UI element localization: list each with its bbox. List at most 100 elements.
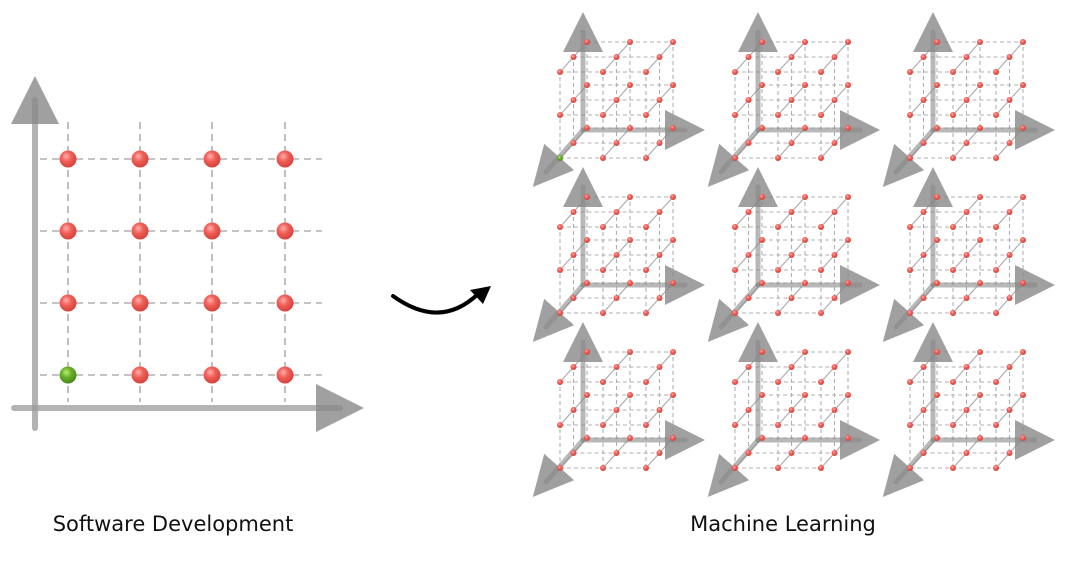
data-point	[584, 125, 590, 131]
data-point	[818, 310, 824, 316]
transform-arrow	[391, 286, 491, 315]
data-point	[977, 349, 983, 355]
data-point	[977, 435, 983, 441]
data-point	[670, 349, 676, 355]
parameter-cube	[882, 167, 1055, 343]
data-point	[557, 379, 563, 385]
data-point	[831, 54, 838, 60]
data-point	[977, 82, 983, 88]
data-point	[570, 407, 577, 413]
data-point	[775, 155, 781, 161]
data-point	[845, 194, 851, 200]
data-point	[613, 407, 620, 413]
data-point	[977, 194, 983, 200]
data-point	[818, 224, 824, 230]
data-point	[920, 140, 927, 146]
data-point	[643, 422, 649, 428]
data-point	[584, 280, 590, 286]
data-point	[759, 39, 765, 45]
data-point	[643, 379, 649, 385]
data-point	[1006, 407, 1013, 413]
data-point	[600, 465, 606, 471]
data-point	[1020, 349, 1026, 355]
data-point	[920, 97, 927, 103]
data-point	[131, 366, 149, 384]
data-point	[613, 295, 620, 301]
data-point	[745, 54, 752, 60]
data-point	[627, 392, 633, 398]
z-axis	[882, 437, 936, 498]
data-point	[907, 379, 913, 385]
data-point	[732, 310, 738, 316]
data-point	[745, 209, 752, 215]
data-point	[613, 450, 620, 456]
data-point	[656, 252, 663, 258]
highlight-point	[59, 366, 77, 384]
data-point	[963, 407, 970, 413]
data-point	[775, 310, 781, 316]
z-axis	[532, 437, 586, 498]
data-point	[845, 82, 851, 88]
data-point	[845, 349, 851, 355]
data-point	[656, 54, 663, 60]
data-point	[950, 69, 956, 75]
data-point	[584, 392, 590, 398]
data-point	[1020, 392, 1026, 398]
data-point	[963, 140, 970, 146]
data-point	[584, 194, 590, 200]
data-point	[600, 69, 606, 75]
data-point	[788, 97, 795, 103]
data-point	[570, 252, 577, 258]
data-point	[775, 69, 781, 75]
data-point	[613, 364, 620, 370]
data-point	[950, 422, 956, 428]
data-point	[584, 82, 590, 88]
data-point	[557, 422, 563, 428]
data-point	[670, 280, 676, 286]
data-point	[802, 349, 808, 355]
data-point	[1006, 295, 1013, 301]
data-point	[907, 69, 913, 75]
data-point	[818, 379, 824, 385]
arrow-head	[470, 286, 491, 304]
parameter-cube	[882, 322, 1055, 498]
data-point	[627, 237, 633, 243]
data-point	[745, 97, 752, 103]
data-point	[818, 155, 824, 161]
data-point	[670, 237, 676, 243]
data-point	[934, 237, 940, 243]
data-point	[745, 407, 752, 413]
data-point	[831, 97, 838, 103]
data-point	[775, 379, 781, 385]
data-point	[934, 392, 940, 398]
data-point	[993, 112, 999, 118]
data-point	[950, 465, 956, 471]
data-point	[759, 237, 765, 243]
data-point	[557, 112, 563, 118]
data-point	[670, 392, 676, 398]
data-point	[1020, 435, 1026, 441]
data-point	[963, 295, 970, 301]
data-point	[600, 155, 606, 161]
data-point	[1006, 209, 1013, 215]
parameter-cube	[707, 12, 880, 188]
data-point	[831, 407, 838, 413]
data-point	[802, 237, 808, 243]
data-point	[802, 435, 808, 441]
data-point	[802, 194, 808, 200]
data-point	[732, 422, 738, 428]
data-point	[584, 237, 590, 243]
data-point	[845, 280, 851, 286]
data-point	[993, 69, 999, 75]
data-point	[963, 450, 970, 456]
data-point	[131, 294, 149, 312]
data-point	[570, 295, 577, 301]
data-point	[600, 224, 606, 230]
data-point	[775, 112, 781, 118]
data-point	[950, 310, 956, 316]
parameter-cube	[882, 12, 1055, 188]
data-point	[656, 364, 663, 370]
data-point	[759, 435, 765, 441]
data-point	[845, 435, 851, 441]
